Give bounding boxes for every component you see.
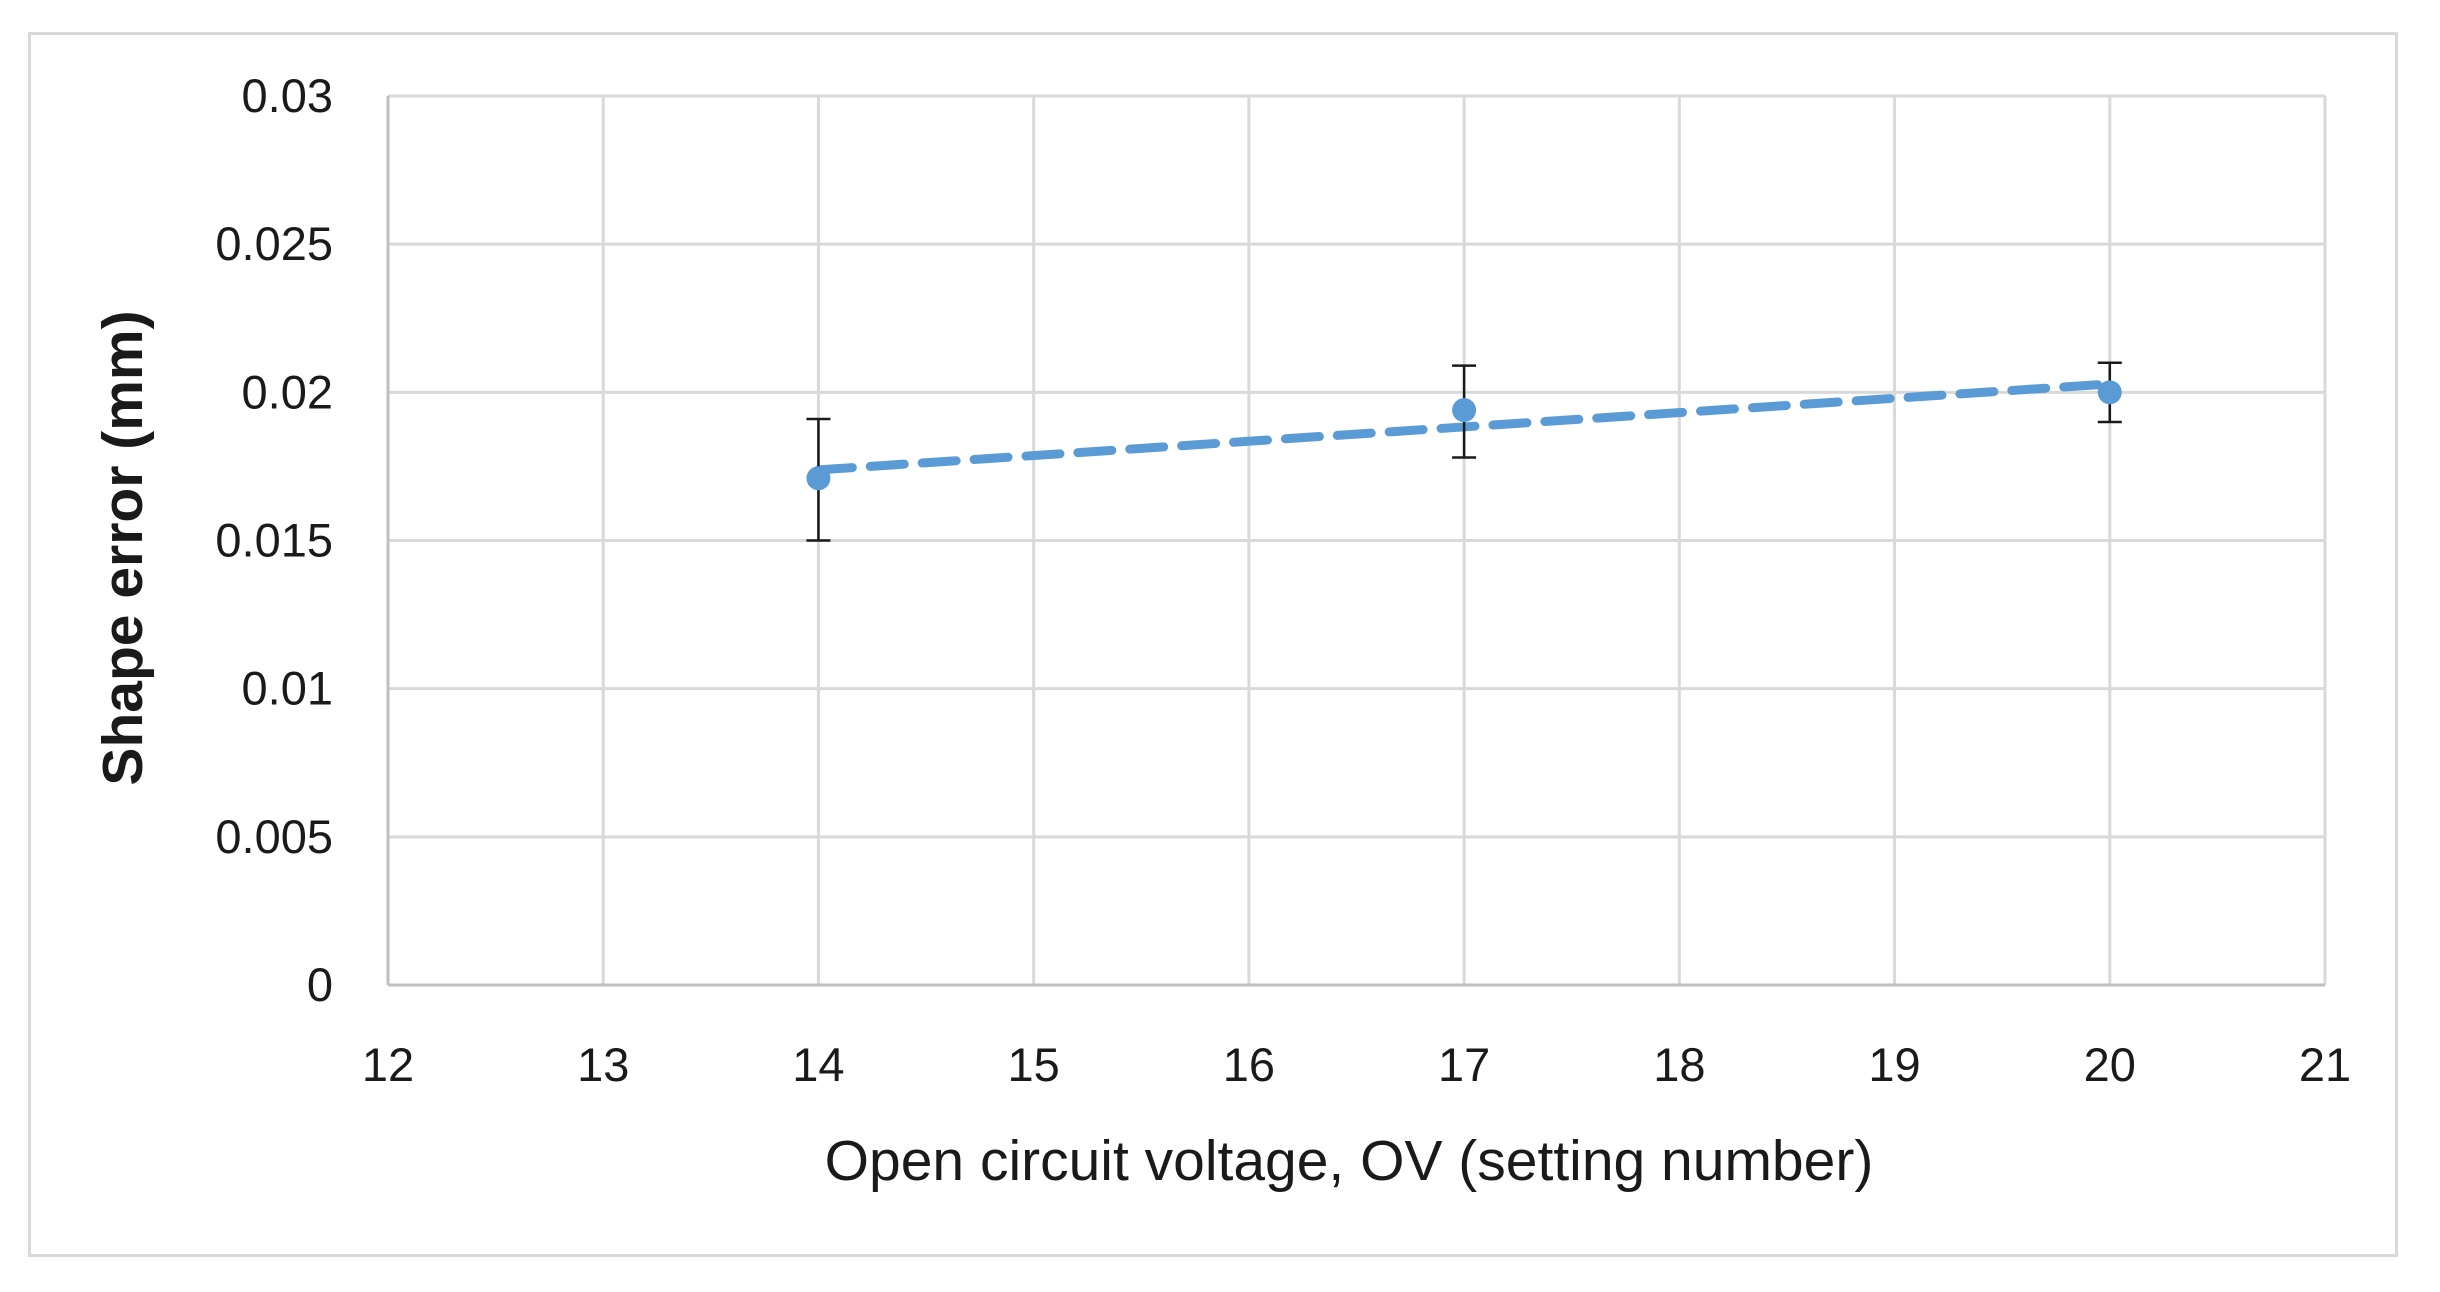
grid-lines — [388, 94, 2327, 985]
y-tick-label: 0 — [307, 958, 333, 1011]
y-axis-title: Shape error (mm) — [91, 310, 155, 785]
data-point — [806, 466, 831, 491]
y-tick-labels: 0 0.005 0.01 0.015 0.02 0.025 0.03 — [215, 69, 333, 1011]
x-tick-label: 21 — [2299, 1038, 2351, 1091]
x-tick-label: 15 — [1008, 1038, 1060, 1091]
y-tick-label: 0.025 — [215, 217, 333, 270]
x-tick-label: 12 — [362, 1038, 414, 1091]
x-tick-label: 16 — [1223, 1038, 1275, 1091]
x-tick-label: 17 — [1438, 1038, 1490, 1091]
x-axis-title: Open circuit voltage, OV (setting number… — [825, 1129, 1874, 1193]
data-point — [2097, 380, 2122, 405]
x-tick-label: 19 — [1868, 1038, 1920, 1091]
x-tick-label: 18 — [1653, 1038, 1705, 1091]
y-tick-label: 0.015 — [215, 514, 333, 567]
y-tick-label: 0.01 — [242, 662, 333, 715]
y-tick-label: 0.02 — [242, 365, 333, 418]
chart-frame — [28, 32, 2398, 1257]
x-tick-label: 13 — [577, 1038, 629, 1091]
y-tick-label: 0.03 — [242, 69, 333, 122]
data-points — [806, 380, 2122, 491]
y-tick-label: 0.005 — [215, 810, 333, 863]
x-tick-label: 14 — [792, 1038, 844, 1091]
x-tick-label: 20 — [2084, 1038, 2136, 1091]
x-tick-labels: 12 13 14 15 16 17 18 19 20 21 — [362, 1038, 2351, 1091]
axes — [386, 96, 2325, 987]
data-point — [1452, 398, 1477, 423]
